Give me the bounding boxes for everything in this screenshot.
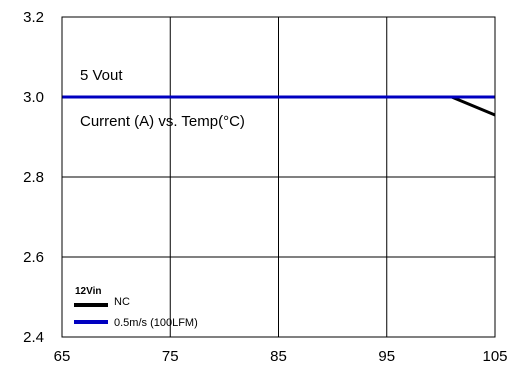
legend-label-nc: NC	[114, 296, 130, 308]
tick-labels: 65 75 85 95 105 2.4 2.6 2.8 3.0 3.2	[23, 9, 507, 365]
x-tick-label: 85	[270, 348, 287, 365]
x-tick-label: 75	[162, 348, 179, 365]
legend-label-airflow: 0.5m/s (100LFM)	[114, 317, 198, 329]
y-tick-label: 2.6	[23, 249, 44, 266]
x-tick-label: 95	[378, 348, 395, 365]
legend-title: 12Vin	[75, 286, 102, 297]
x-tick-label: 65	[54, 348, 71, 365]
y-tick-label: 3.0	[23, 89, 44, 106]
x-tick-label: 105	[482, 348, 507, 365]
annotation-vout: 5 Vout	[80, 67, 123, 84]
y-tick-label: 3.2	[23, 9, 44, 26]
y-tick-label: 2.4	[23, 329, 44, 346]
annotation-title: Current (A) vs. Temp(°C)	[80, 113, 245, 130]
grid-lines	[62, 17, 495, 337]
series-lines	[62, 95, 496, 117]
legend: 12Vin NC 0.5m/s (100LFM)	[74, 286, 198, 329]
y-tick-label: 2.8	[23, 169, 44, 186]
plot-frame	[61, 16, 496, 338]
